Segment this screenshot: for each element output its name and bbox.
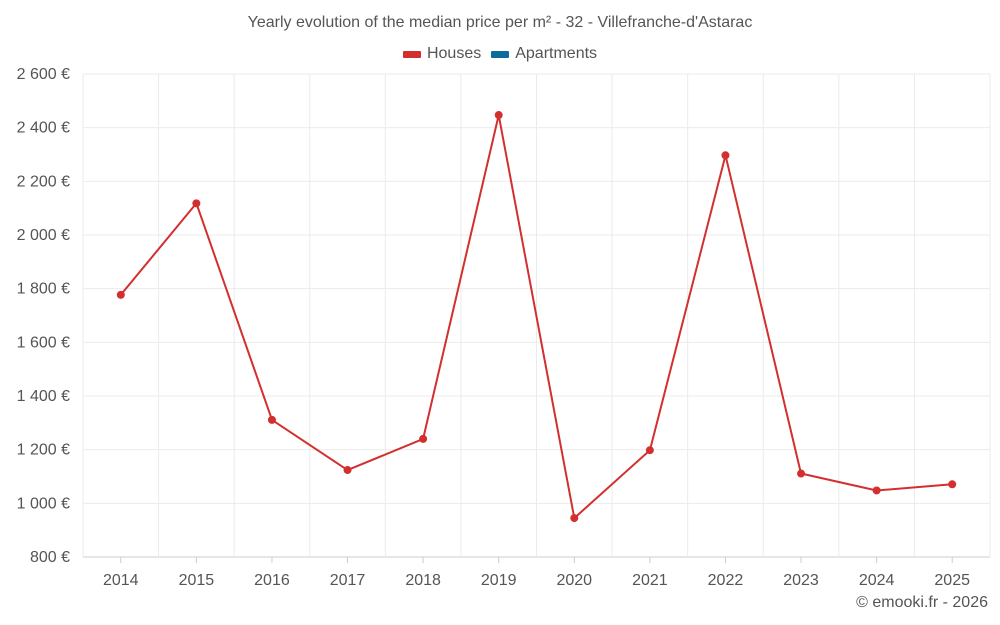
y-tick-label: 2 400 €	[17, 120, 70, 137]
x-tick-label: 2018	[405, 572, 441, 589]
x-tick-label: 2020	[556, 572, 592, 589]
legend-item-houses[interactable]: Houses	[402, 45, 482, 63]
y-tick-label: 1 400 €	[17, 388, 70, 405]
data-point-houses-2022	[721, 151, 730, 160]
data-point-houses-2018	[419, 434, 428, 443]
x-tick-label: 2025	[934, 572, 970, 589]
y-tick-label: 1 200 €	[17, 442, 70, 459]
data-point-houses-2020	[570, 514, 579, 523]
data-point-houses-2025	[948, 480, 957, 489]
y-tick-label: 2 600 €	[17, 66, 70, 83]
data-point-houses-2015	[192, 199, 201, 208]
y-tick-label: 2 000 €	[17, 227, 70, 244]
y-tick-label: 1 800 €	[17, 281, 70, 298]
data-point-houses-2017	[343, 466, 352, 475]
x-tick-label: 2017	[330, 572, 366, 589]
data-point-houses-2023	[797, 469, 806, 478]
legend-swatch-houses	[402, 50, 421, 58]
x-tick-label: 2016	[254, 572, 290, 589]
y-tick-label: 1 000 €	[17, 495, 70, 512]
x-tick-label: 2015	[179, 572, 215, 589]
x-tick-label: 2021	[632, 572, 668, 589]
data-point-houses-2024	[872, 486, 881, 495]
series-line-houses	[120, 114, 953, 520]
x-tick-label: 2024	[859, 572, 895, 589]
data-point-houses-2021	[645, 446, 654, 455]
x-tick-label: 2019	[481, 572, 517, 589]
x-tick-label: 2023	[783, 572, 819, 589]
credit-text: © emooki.fr - 2026	[856, 594, 988, 611]
x-tick-label: 2014	[103, 572, 139, 589]
legend-swatch-apartments	[491, 50, 510, 58]
legend-item-apartments[interactable]: Apartments	[491, 45, 597, 63]
data-point-houses-2016	[267, 415, 276, 424]
chart-title: Yearly evolution of the median price per…	[247, 14, 753, 31]
y-tick-label: 800 €	[30, 549, 70, 566]
legend-label-apartments: Apartments	[515, 45, 598, 62]
legend-label-houses: Houses	[426, 45, 482, 62]
data-point-houses-2019	[494, 111, 503, 120]
y-tick-label: 2 200 €	[17, 173, 70, 190]
data-point-houses-2014	[116, 290, 125, 299]
x-tick-label: 2022	[708, 572, 744, 589]
chart-legend: Houses Apartments	[0, 45, 1000, 63]
y-tick-label: 1 600 €	[17, 334, 70, 351]
